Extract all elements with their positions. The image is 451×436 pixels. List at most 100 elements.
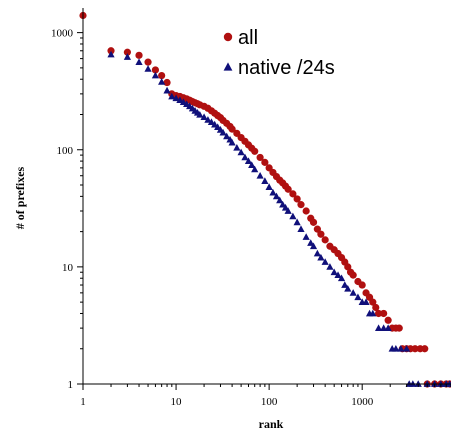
y-tick-label: 1	[68, 379, 74, 391]
marker-native	[144, 65, 152, 72]
marker-native	[397, 344, 405, 352]
y-tick-label: 100	[57, 145, 74, 157]
marker-native	[196, 110, 204, 118]
legend-label: all	[238, 27, 258, 49]
marker-all	[284, 185, 292, 193]
marker-all	[158, 71, 166, 80]
marker-all	[380, 309, 388, 318]
marker-native	[261, 177, 269, 184]
marker-native	[307, 239, 315, 246]
marker-native	[313, 249, 321, 257]
marker-native	[158, 78, 166, 85]
marker-native	[168, 92, 176, 100]
marker-native	[172, 94, 180, 102]
marker-all	[144, 58, 152, 66]
marker-all	[297, 201, 305, 209]
marker-all	[411, 345, 419, 353]
marker-native	[233, 143, 241, 151]
axes: 1 10 100 1000 1 10 100 1000	[51, 8, 451, 408]
marker-all	[151, 66, 160, 74]
marker-all	[421, 345, 429, 353]
marker-native	[321, 258, 329, 265]
marker-all	[374, 309, 383, 318]
marker-all	[302, 207, 310, 215]
marker-native	[256, 171, 264, 179]
marker-native	[135, 58, 143, 65]
marker-all	[344, 263, 352, 271]
legend: all native /24s	[223, 27, 335, 79]
marker-native	[289, 212, 297, 220]
x-tick-label: 10	[171, 396, 183, 408]
marker-native	[337, 274, 346, 282]
marker-all	[349, 271, 357, 279]
marker-native	[219, 128, 227, 136]
marker-all	[251, 147, 259, 155]
marker-native	[317, 253, 325, 261]
marker-native	[276, 196, 284, 204]
marker-all	[309, 218, 318, 226]
marker-native	[380, 324, 388, 331]
marker-all	[369, 298, 377, 306]
marker-native	[354, 293, 362, 301]
y-tick-label: 1000	[51, 28, 74, 40]
marker-all	[163, 78, 171, 87]
marker-all	[313, 225, 321, 233]
marker-native	[228, 138, 236, 146]
marker-native	[163, 86, 171, 94]
marker-native	[369, 309, 377, 317]
x-tick-label: 100	[261, 396, 278, 408]
marker-native	[384, 324, 392, 331]
marker-all	[256, 153, 264, 162]
marker-native	[200, 113, 208, 120]
marker-native	[302, 233, 310, 240]
marker-native	[272, 192, 281, 200]
marker-native	[326, 263, 334, 270]
marker-all	[293, 195, 301, 203]
marker-native	[151, 71, 160, 79]
marker-all	[228, 125, 236, 133]
data-markers	[79, 11, 451, 388]
marker-native	[297, 225, 305, 233]
marker-native	[362, 298, 370, 306]
marker-native	[293, 218, 301, 226]
marker-native	[341, 281, 349, 288]
marker-native	[403, 344, 411, 352]
marker-native	[237, 148, 245, 156]
y-axis-title: # of prefixes	[13, 166, 27, 229]
marker-native	[265, 183, 273, 190]
marker-native	[123, 53, 131, 60]
marker-native	[176, 96, 184, 104]
legend-marker-all	[223, 32, 233, 42]
marker-native	[269, 188, 277, 196]
marker-native	[344, 285, 352, 292]
marker-native	[204, 116, 212, 123]
marker-all	[395, 324, 403, 332]
marker-native	[241, 153, 249, 161]
marker-native	[251, 165, 259, 173]
marker-all	[384, 316, 392, 324]
marker-all	[321, 236, 329, 244]
x-tick-label: 1000	[351, 396, 374, 408]
marker-native	[248, 161, 256, 168]
marker-all	[317, 230, 325, 238]
marker-native	[223, 132, 231, 140]
marker-native	[374, 324, 383, 331]
legend-marker-native	[223, 62, 233, 71]
marker-all	[289, 190, 297, 198]
x-axis-title: rank	[259, 417, 284, 431]
marker-native	[309, 242, 318, 250]
marker-native	[330, 268, 338, 276]
marker-all	[358, 281, 366, 289]
marker-all	[372, 303, 380, 312]
marker-all	[135, 51, 143, 59]
marker-native	[392, 344, 400, 352]
y-tick-label: 10	[62, 262, 74, 274]
marker-all	[123, 48, 131, 56]
marker-native	[284, 207, 292, 214]
marker-native	[244, 157, 253, 164]
legend-label: native /24s	[238, 57, 335, 79]
marker-all	[261, 158, 269, 166]
marker-native	[207, 118, 216, 126]
marker-native	[349, 289, 357, 296]
